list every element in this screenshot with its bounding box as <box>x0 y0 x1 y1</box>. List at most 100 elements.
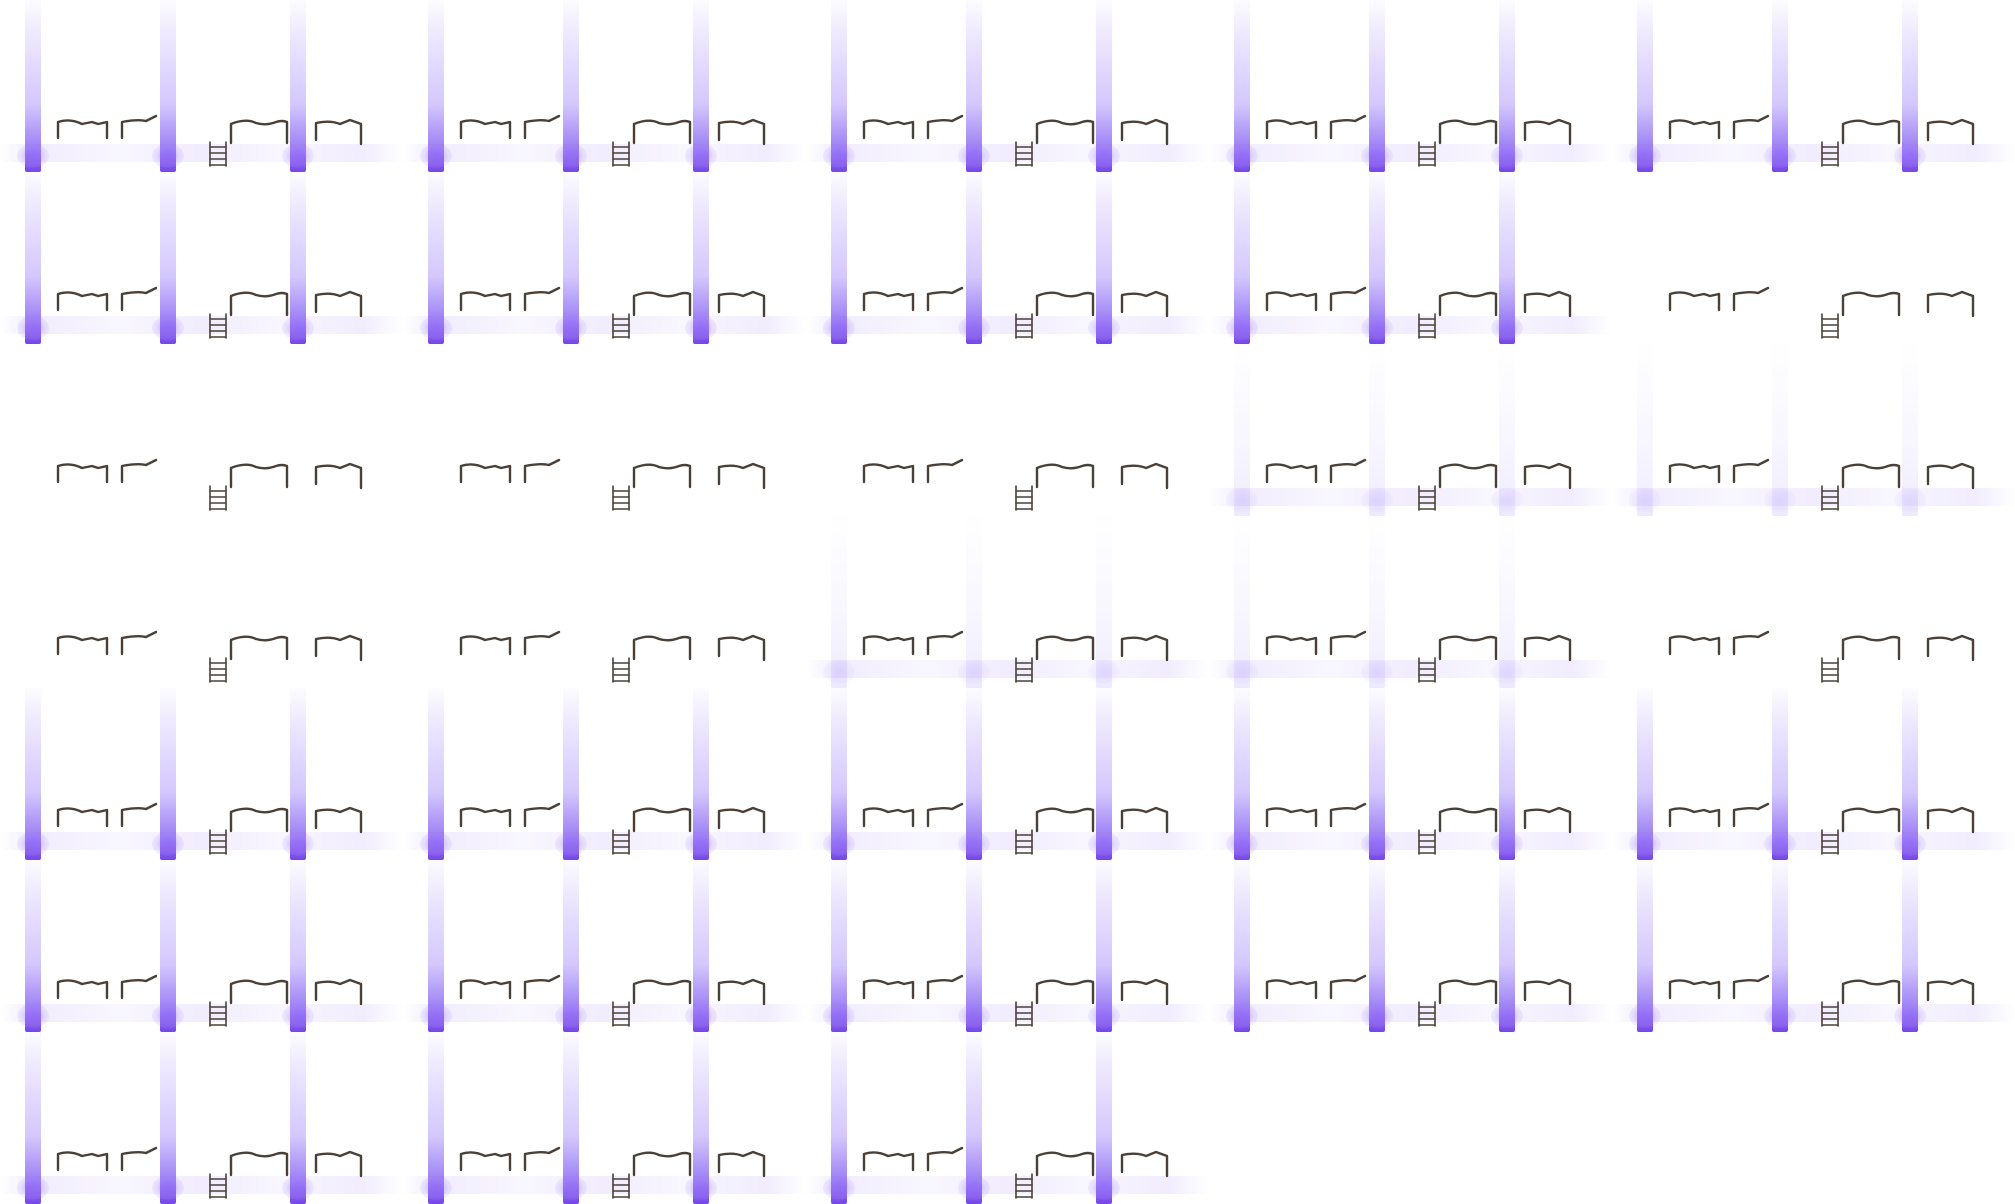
ladder-icon <box>1418 485 1436 511</box>
hook-barrier-icon <box>1926 290 1975 318</box>
light-pillar <box>1361 0 1393 172</box>
ramp-barrier-icon <box>120 458 158 484</box>
light-pillar <box>282 172 314 344</box>
sprite-frame <box>806 0 1209 172</box>
sprite-frame <box>403 1032 806 1204</box>
light-pillar <box>823 516 855 688</box>
short-barrier-icon <box>459 119 512 140</box>
ladder-icon <box>1418 657 1436 683</box>
light-pillar <box>1764 688 1796 860</box>
hook-barrier-icon <box>314 118 363 146</box>
ramp-barrier-icon <box>926 630 964 656</box>
light-pillar <box>1491 172 1523 344</box>
light-pillar <box>420 0 452 172</box>
ground-glow <box>806 660 1209 678</box>
light-pillar <box>152 0 184 172</box>
short-barrier-icon <box>459 807 512 828</box>
wavy-barrier-icon <box>1438 635 1498 661</box>
hook-barrier-icon <box>1120 806 1169 834</box>
short-barrier-icon <box>862 979 915 1000</box>
ladder-icon <box>209 657 227 683</box>
hook-barrier-icon <box>1120 118 1169 146</box>
ground-glow <box>1209 660 1612 678</box>
light-pillar <box>958 688 990 860</box>
light-pillar <box>1629 688 1661 860</box>
light-pillar <box>1894 688 1926 860</box>
light-pillar <box>685 172 717 344</box>
wavy-barrier-icon <box>229 635 289 661</box>
hook-barrier-icon <box>1926 634 1975 662</box>
wavy-barrier-icon <box>1841 807 1901 833</box>
light-pillar <box>17 860 49 1032</box>
wavy-barrier-icon <box>1438 807 1498 833</box>
sprite-frame <box>806 344 1209 516</box>
light-pillar <box>420 1032 452 1204</box>
light-pillar <box>1361 516 1393 688</box>
short-barrier-icon <box>56 463 109 484</box>
hook-barrier-icon <box>1523 118 1572 146</box>
light-pillar <box>17 0 49 172</box>
ladder-icon <box>1418 1001 1436 1027</box>
wavy-barrier-icon <box>1035 291 1095 317</box>
hook-barrier-icon <box>314 462 363 490</box>
light-pillar <box>1491 860 1523 1032</box>
ramp-barrier-icon <box>120 114 158 140</box>
sprite-frame <box>403 0 806 172</box>
hook-barrier-icon <box>1523 462 1572 490</box>
sprite-frame <box>806 1032 1209 1204</box>
wavy-barrier-icon <box>1035 979 1095 1005</box>
hook-barrier-icon <box>1120 978 1169 1006</box>
light-pillar <box>1226 688 1258 860</box>
ladder-icon <box>209 1001 227 1027</box>
ramp-barrier-icon <box>523 458 561 484</box>
ladder-icon <box>612 1173 630 1199</box>
wavy-barrier-icon <box>632 635 692 661</box>
ladder-icon <box>1418 141 1436 167</box>
hook-barrier-icon <box>1523 290 1572 318</box>
light-pillar <box>1361 172 1393 344</box>
short-barrier-icon <box>1265 979 1318 1000</box>
sprite-frame <box>0 344 403 516</box>
short-barrier-icon <box>862 119 915 140</box>
short-barrier-icon <box>1668 119 1721 140</box>
sprite-frame <box>1209 516 1612 688</box>
wavy-barrier-icon <box>1438 463 1498 489</box>
hook-barrier-icon <box>717 462 766 490</box>
sprite-frame <box>1612 688 2015 860</box>
ramp-barrier-icon <box>926 974 964 1000</box>
light-pillar <box>555 688 587 860</box>
ladder-icon <box>1015 829 1033 855</box>
ramp-barrier-icon <box>926 1146 964 1172</box>
sprite-frame <box>0 860 403 1032</box>
wavy-barrier-icon <box>229 1151 289 1177</box>
light-pillar <box>282 1032 314 1204</box>
wavy-barrier-icon <box>1035 807 1095 833</box>
hook-barrier-icon <box>1120 462 1169 490</box>
ramp-barrier-icon <box>523 802 561 828</box>
sprite-frame <box>1209 0 1612 172</box>
wavy-barrier-icon <box>1035 1151 1095 1177</box>
sprite-frame <box>806 860 1209 1032</box>
light-pillar <box>152 1032 184 1204</box>
sprite-frame <box>0 1032 403 1204</box>
sprite-frame <box>1612 0 2015 172</box>
ladder-icon <box>1015 1173 1033 1199</box>
ramp-barrier-icon <box>1732 114 1770 140</box>
ground-glow <box>1612 488 2015 506</box>
wavy-barrier-icon <box>1841 463 1901 489</box>
light-pillar <box>1088 516 1120 688</box>
light-pillar <box>958 172 990 344</box>
short-barrier-icon <box>56 807 109 828</box>
hook-barrier-icon <box>1120 1150 1169 1178</box>
short-barrier-icon <box>1668 463 1721 484</box>
light-pillar <box>152 860 184 1032</box>
light-pillar <box>282 0 314 172</box>
sprite-frame <box>403 688 806 860</box>
ladder-icon <box>209 829 227 855</box>
short-barrier-icon <box>1265 119 1318 140</box>
wavy-barrier-icon <box>1035 463 1095 489</box>
wavy-barrier-icon <box>632 463 692 489</box>
hook-barrier-icon <box>1926 118 1975 146</box>
hook-barrier-icon <box>1926 806 1975 834</box>
ramp-barrier-icon <box>120 630 158 656</box>
